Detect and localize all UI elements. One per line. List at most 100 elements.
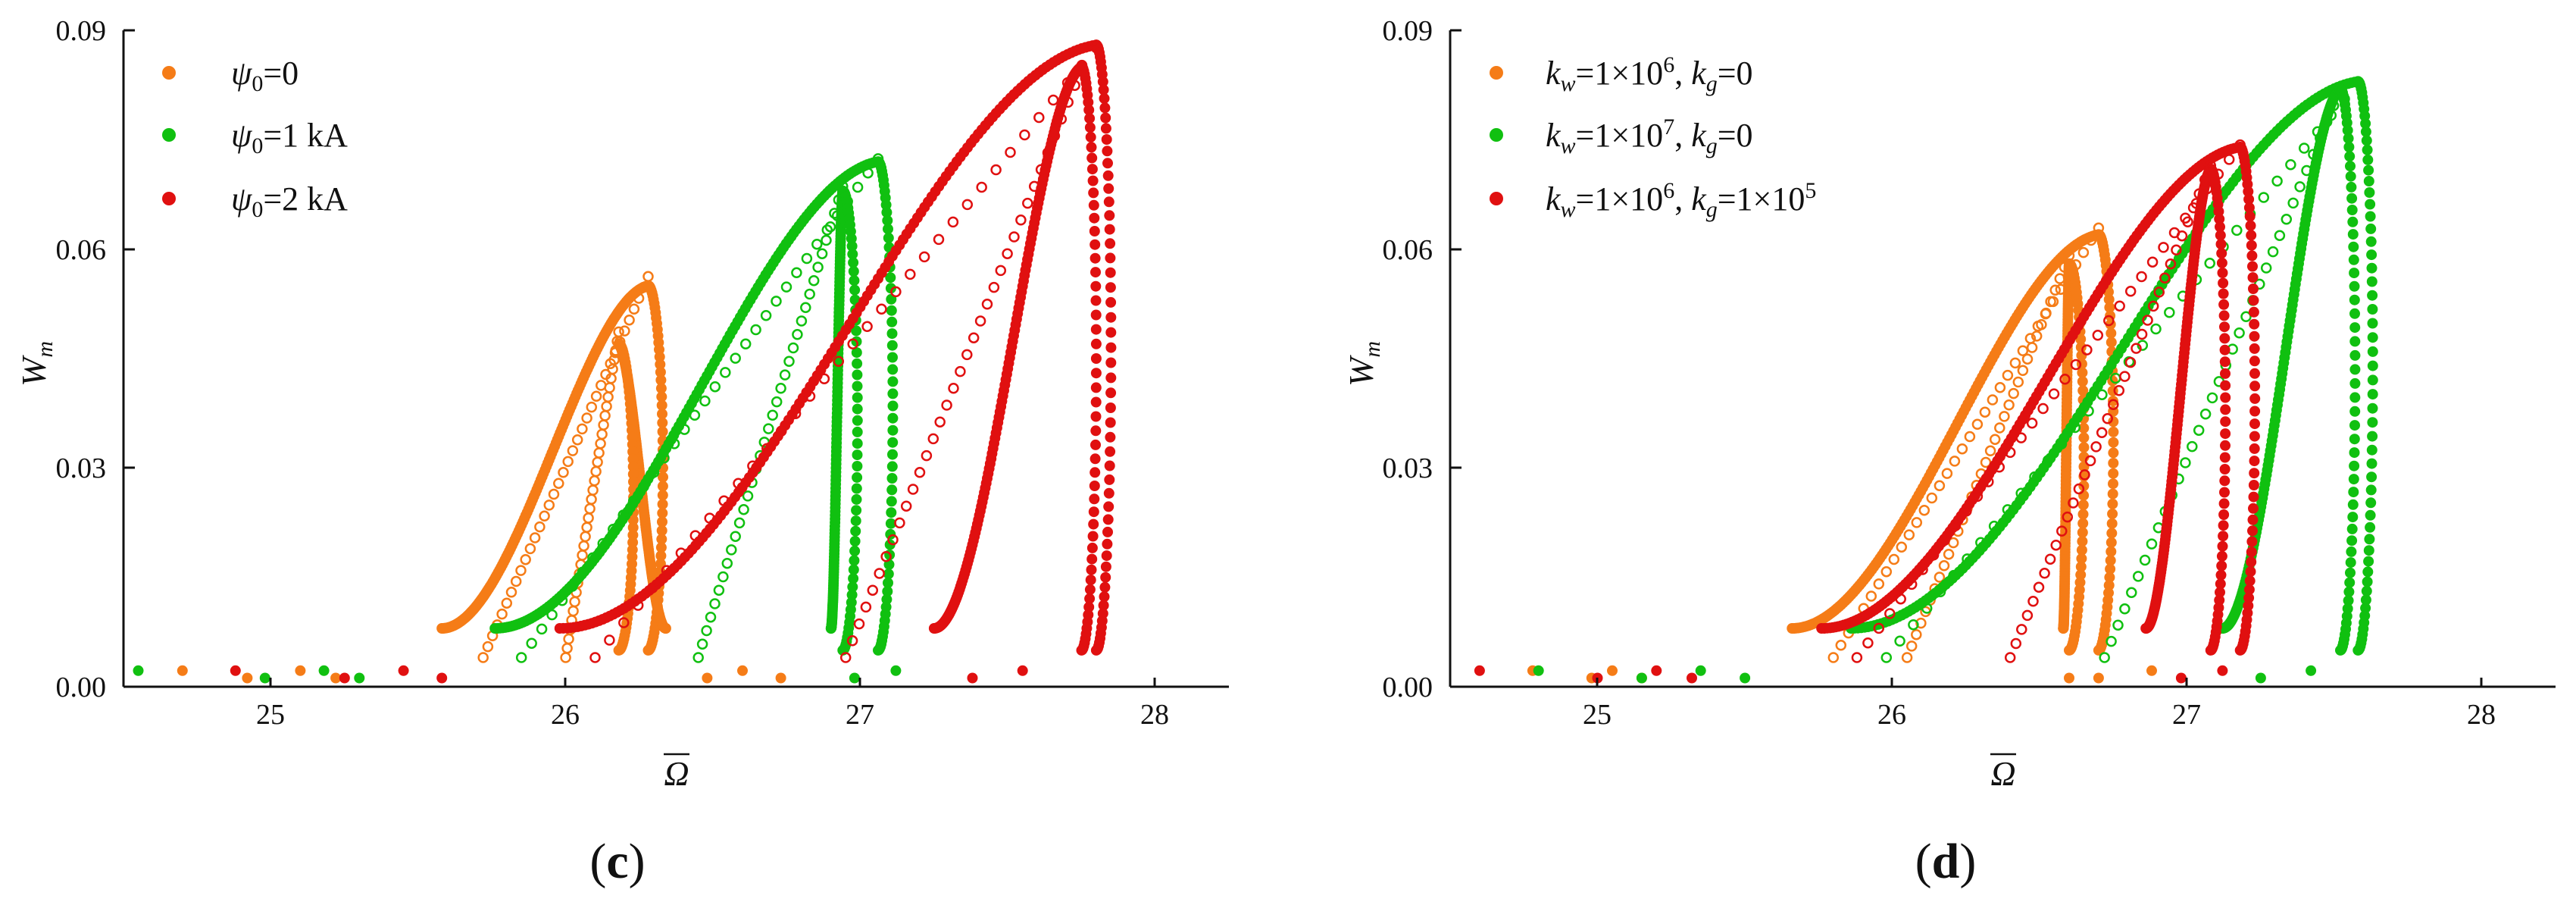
point-s1-c0-down-14: [883, 224, 893, 235]
point-s0-c0-open-1: [2085, 234, 2097, 246]
point-s2-c0-open-8: [976, 181, 987, 193]
point-s2-c0-down-34: [2249, 443, 2260, 454]
point-s2-c0-open-19: [2026, 418, 2038, 429]
point-s0-c1-open-12: [2008, 387, 2019, 399]
point-s1-c0-open-6: [2271, 175, 2283, 187]
point-s1-c1-down-37: [2349, 460, 2360, 471]
point-s2-c0-down-20: [1103, 196, 1114, 208]
point-s2-c0-down-17: [1102, 158, 1113, 169]
point-s0-c0-down-39: [2106, 528, 2118, 539]
point-s0-c1-open-14: [592, 456, 603, 468]
point-s1-c1-tail-1: [890, 665, 902, 676]
point-s1-c1-open-19: [2206, 392, 2218, 404]
point-s2-c1-down-44: [1086, 542, 1098, 553]
point-s2-c1-down-16: [2216, 248, 2227, 259]
point-s2-c0-down-13: [1100, 112, 1111, 124]
point-s1-c0-down-29: [887, 388, 899, 399]
point-s1-c1-open-21: [2193, 424, 2205, 436]
point-s0-c0-tail-1: [295, 665, 306, 676]
point-s1-c0-open-27: [1988, 520, 2000, 532]
point-s0-c1-open-34: [561, 642, 573, 654]
point-s2-c1-open-31: [867, 584, 879, 596]
point-s2-c1-open-9: [1015, 215, 1027, 226]
point-s2-c0-down-31: [2249, 406, 2261, 417]
point-s2-c1-down-38: [1089, 467, 1101, 478]
point-s2-c1-tail-1: [2217, 665, 2228, 676]
point-s1-c1-open-11: [792, 329, 803, 340]
point-s0-c1-open-6: [2036, 318, 2047, 330]
panel-d-xtick-2: 27: [2172, 699, 2201, 731]
point-s2-c1-open-25: [907, 484, 919, 495]
point-s2-c1-down-44: [2216, 560, 2227, 572]
point-s2-c0-down-32: [2249, 418, 2260, 430]
point-s0-c1-open-19: [584, 503, 596, 515]
point-s1-c1-open-32: [2119, 603, 2131, 615]
point-s2-c1-down-32: [2220, 428, 2231, 440]
point-s2-c0-open-15: [2070, 359, 2082, 371]
point-s2-c0-down-22: [1104, 224, 1115, 235]
point-s2-c1-down-22: [1089, 239, 1101, 250]
point-s1-c0-open-7: [801, 252, 813, 265]
point-s0-c0-down-20: [655, 374, 667, 386]
point-s2-c0-down-25: [1105, 267, 1116, 278]
point-s0-c1-open-0: [2063, 250, 2075, 262]
point-s0-c1-open-9: [599, 410, 611, 421]
point-s1-c1-open-27: [726, 544, 737, 556]
point-s1-c1-open-33: [701, 625, 712, 637]
point-s0-c1-down-34: [627, 522, 639, 533]
point-s2-c1-open-30: [874, 568, 885, 579]
point-s0-c1-open-16: [589, 475, 600, 487]
point-s0-c0-down-33: [657, 490, 668, 501]
point-s1-c0-down-24: [2366, 276, 2377, 287]
point-s2-c1-open-7: [2165, 258, 2177, 270]
point-s1-c1-down-42: [849, 545, 861, 556]
point-s0-c1-open-13: [2003, 399, 2015, 411]
point-s1-c0-open-4: [2298, 143, 2310, 154]
panel-c-x-label: Ω: [664, 754, 689, 793]
point-s2-c1-open-17: [2108, 399, 2119, 410]
point-s1-c0-open-2: [852, 181, 864, 193]
point-s2-c0-open-7: [2158, 242, 2169, 253]
point-s1-c0-down-33: [2367, 402, 2378, 414]
point-s2-c1-open-0: [2205, 160, 2217, 171]
point-s1-c1-open-29: [717, 571, 729, 583]
point-s0-c0-open-29: [1873, 578, 1885, 590]
point-s0-c0-down-20: [2106, 337, 2117, 348]
point-s0-c1-down-41: [2076, 553, 2087, 564]
point-s1-c1-down-46: [2345, 567, 2356, 578]
point-s1-c1-open-16: [771, 396, 783, 408]
point-s0-c1-open-33: [1911, 628, 1922, 640]
point-s2-c0-down-12: [2243, 194, 2255, 205]
point-s0-c0-down-45: [2103, 580, 2115, 591]
point-s1-c0-tail-0: [354, 672, 365, 684]
point-s1-c1-down-43: [2346, 535, 2358, 547]
point-s1-c1-open-29: [2139, 554, 2151, 566]
point-s0-c0-open-30: [501, 597, 513, 609]
point-s1-c1-down-11: [2343, 133, 2354, 144]
point-s0-c0-open-15: [1979, 406, 1991, 418]
point-s2-c0-down-31: [1105, 357, 1117, 368]
point-s0-c0-down-37: [2107, 508, 2118, 519]
point-s1-c0-down-19: [2365, 211, 2376, 222]
point-s2-c1-open-10: [2147, 300, 2159, 312]
point-s0-c0-down-41: [2106, 546, 2117, 557]
point-s2-c1-open-26: [900, 500, 912, 512]
point-s2-c1-down-36: [1090, 439, 1101, 450]
point-s1-c0-down-12: [2361, 135, 2372, 146]
point-s1-c1-down-22: [2348, 254, 2359, 265]
point-s0-c1-down-36: [2077, 509, 2089, 520]
point-s2-c0-open-16: [2059, 374, 2071, 385]
point-s2-c0-open-24: [1971, 490, 1984, 503]
point-s2-c0-open-29: [1917, 564, 1928, 575]
point-s0-c0-down-38: [2106, 518, 2118, 529]
point-s2-c0-down-17: [2246, 240, 2257, 251]
point-s0-c1-down-24: [627, 446, 639, 457]
point-s2-c1-open-35: [2004, 652, 2016, 663]
point-s2-c1-open-13: [988, 281, 1000, 293]
point-s2-c0-down-29: [1105, 327, 1117, 338]
point-s2-c1-open-35: [839, 652, 852, 663]
point-s1-c1-down-40: [2347, 499, 2359, 510]
point-s0-c0-open-21: [543, 500, 555, 511]
point-s1-c0-down-10: [2360, 118, 2371, 129]
point-s1-c1-down-33: [852, 449, 863, 461]
